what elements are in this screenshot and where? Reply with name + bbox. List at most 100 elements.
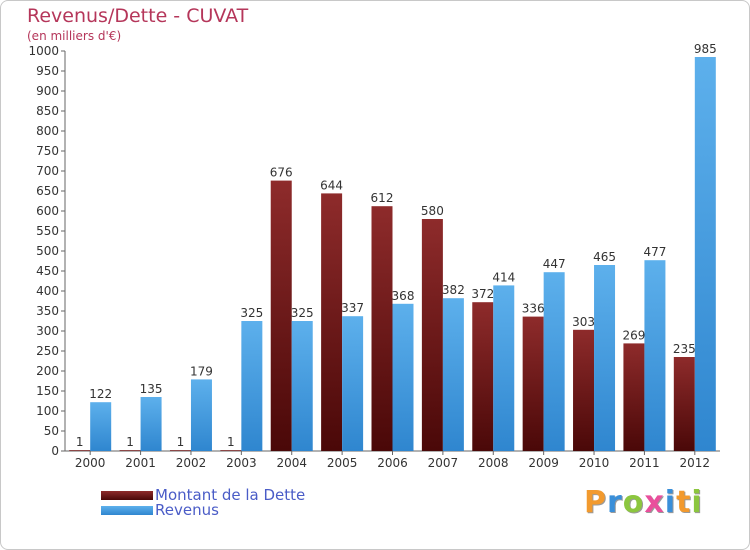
x-tick-label: 2009 bbox=[528, 456, 559, 470]
bar-revenue bbox=[140, 397, 162, 451]
value-label-debt: 676 bbox=[270, 166, 293, 180]
value-label-debt: 1 bbox=[177, 435, 185, 449]
value-label-revenue: 477 bbox=[643, 245, 666, 259]
chart-title: Revenus/Dette - CUVAT bbox=[27, 5, 249, 27]
logo-letter: t bbox=[676, 485, 692, 520]
legend-label-debt: Montant de la Dette bbox=[155, 486, 306, 504]
value-label-revenue: 325 bbox=[240, 306, 263, 320]
x-tick-label: 2011 bbox=[629, 456, 660, 470]
bar-revenue bbox=[594, 265, 616, 451]
x-tick-label: 2006 bbox=[377, 456, 408, 470]
bar-debt bbox=[371, 206, 393, 451]
bar-revenue bbox=[241, 321, 263, 451]
value-label-debt: 1 bbox=[126, 435, 134, 449]
value-label-revenue: 179 bbox=[190, 364, 213, 378]
bar-debt bbox=[119, 450, 141, 451]
bar-debt bbox=[69, 450, 91, 451]
y-tick-label: 700 bbox=[36, 164, 59, 178]
logo-letter: P bbox=[584, 485, 607, 520]
y-tick-label: 50 bbox=[44, 424, 59, 438]
value-label-debt: 644 bbox=[320, 178, 343, 192]
value-label-debt: 269 bbox=[622, 328, 645, 342]
bar-debt bbox=[673, 357, 695, 451]
value-label-debt: 1 bbox=[227, 435, 235, 449]
bar-debt bbox=[623, 343, 645, 451]
x-tick-label: 2004 bbox=[276, 456, 307, 470]
proxiti-logo: Proxiti bbox=[584, 485, 703, 520]
logo-letter: o bbox=[622, 485, 645, 520]
logo-letter: i bbox=[664, 485, 677, 520]
value-label-debt: 580 bbox=[421, 204, 444, 218]
bar-debt bbox=[220, 450, 242, 451]
bar-revenue bbox=[493, 285, 515, 451]
value-label-debt: 336 bbox=[522, 302, 545, 316]
value-label-revenue: 985 bbox=[694, 42, 717, 56]
bar-revenue bbox=[190, 379, 212, 451]
value-label-revenue: 325 bbox=[291, 306, 314, 320]
y-tick-label: 400 bbox=[36, 284, 59, 298]
bar-revenue bbox=[291, 321, 313, 451]
value-label-revenue: 414 bbox=[492, 270, 515, 284]
x-tick-label: 2007 bbox=[428, 456, 459, 470]
value-labels: 1 122 1 135 1 179 1 325 676 325 644 337 612 368 580 382… bbox=[76, 42, 717, 449]
y-tick-label: 250 bbox=[36, 344, 59, 358]
value-label-revenue: 135 bbox=[140, 382, 163, 396]
x-tick-label: 2002 bbox=[176, 456, 207, 470]
value-label-debt: 303 bbox=[572, 315, 595, 329]
value-label-revenue: 447 bbox=[543, 257, 566, 271]
y-tick-label: 900 bbox=[36, 84, 59, 98]
value-label-debt: 612 bbox=[371, 191, 394, 205]
bar-revenue bbox=[694, 57, 716, 451]
logo-letter: i bbox=[691, 485, 703, 520]
chart-subtitle: (en milliers d'€) bbox=[27, 29, 122, 43]
y-tick-label: 950 bbox=[36, 64, 59, 78]
y-tick-label: 800 bbox=[36, 124, 59, 138]
y-tick-label: 550 bbox=[36, 224, 59, 238]
x-tick-label: 2008 bbox=[478, 456, 509, 470]
value-label-debt: 235 bbox=[673, 342, 696, 356]
legend-label-revenue: Revenus bbox=[155, 501, 219, 519]
bar-revenue bbox=[392, 303, 414, 451]
y-tick-label: 300 bbox=[36, 324, 59, 338]
y-tick-label: 600 bbox=[36, 204, 59, 218]
bar-revenue bbox=[644, 260, 666, 451]
value-label-debt: 372 bbox=[471, 287, 494, 301]
bar-revenue bbox=[442, 298, 464, 451]
bar-revenue bbox=[342, 316, 364, 451]
y-tick-label: 150 bbox=[36, 384, 59, 398]
y-tick-label: 0 bbox=[51, 444, 59, 458]
logo-letter: r bbox=[607, 485, 623, 520]
y-tick-label: 100 bbox=[36, 404, 59, 418]
legend-swatch-debt bbox=[101, 491, 153, 500]
logo-letter: x bbox=[644, 485, 665, 520]
bar-debt bbox=[522, 316, 544, 451]
bar-revenue bbox=[543, 272, 565, 451]
bar-revenue bbox=[90, 402, 112, 451]
y-tick-label: 200 bbox=[36, 364, 59, 378]
value-label-revenue: 368 bbox=[392, 289, 415, 303]
legend-swatch-revenue bbox=[101, 506, 153, 515]
y-tick-label: 500 bbox=[36, 244, 59, 258]
bar-debt bbox=[421, 219, 443, 451]
value-label-revenue: 122 bbox=[89, 387, 112, 401]
bar-debt bbox=[169, 450, 191, 451]
y-tick-label: 850 bbox=[36, 104, 59, 118]
y-tick-label: 450 bbox=[36, 264, 59, 278]
bar-debt bbox=[573, 329, 595, 451]
x-tick-label: 2003 bbox=[226, 456, 257, 470]
y-tick-label: 750 bbox=[36, 144, 59, 158]
value-label-revenue: 382 bbox=[442, 283, 465, 297]
y-tick-label: 650 bbox=[36, 184, 59, 198]
bar-debt bbox=[321, 193, 343, 451]
bars bbox=[69, 57, 716, 451]
value-label-debt: 1 bbox=[76, 435, 84, 449]
x-tick-label: 2001 bbox=[125, 456, 156, 470]
x-tick-label: 2010 bbox=[579, 456, 610, 470]
bar-debt bbox=[270, 180, 292, 451]
x-tick-label: 2012 bbox=[680, 456, 711, 470]
bar-debt bbox=[472, 302, 494, 451]
y-tick-label: 350 bbox=[36, 304, 59, 318]
x-tick-label: 2005 bbox=[327, 456, 358, 470]
